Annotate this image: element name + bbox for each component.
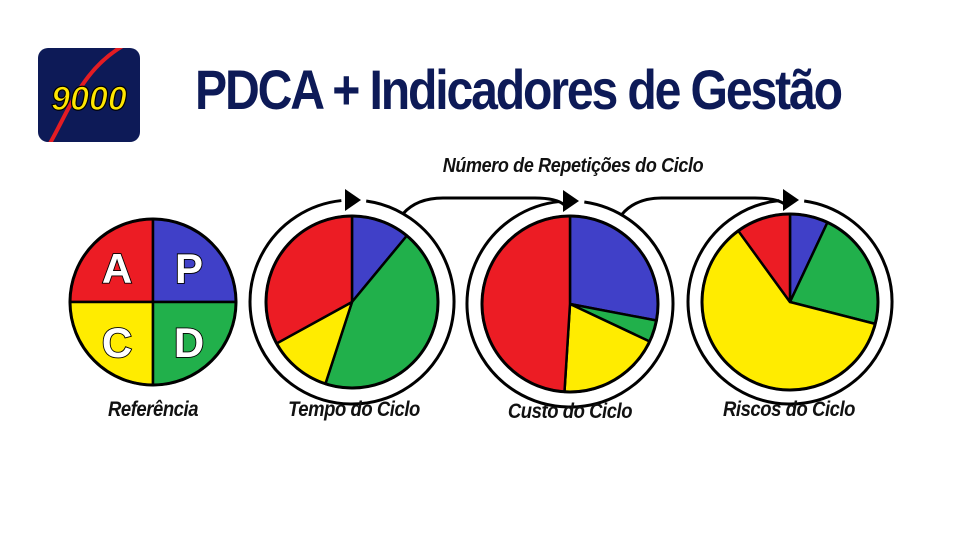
cycle-arrow-risk [783, 189, 799, 211]
cycle-connector-1 [401, 196, 566, 215]
logo-text: 9000 [51, 80, 127, 118]
cycle-ring-time [248, 199, 456, 406]
reference-letter-p: P [175, 245, 203, 292]
reference-caption: Referência [107, 398, 199, 421]
page-title: PDCA + Indicadores de Gestão [195, 58, 843, 121]
iso-9000-logo: 9000 [38, 48, 140, 142]
cycle-ring-cost [465, 200, 675, 409]
cycle-caption-risk: Riscos do Ciclo [722, 398, 856, 421]
cycle-cost-outline [480, 214, 660, 394]
cycle-cost-slice-a [480, 214, 572, 394]
cycle-connector-2 [620, 196, 786, 216]
cycle-caption-cost: Custo do Ciclo [507, 400, 633, 423]
cycle-arrow-cost [563, 190, 579, 212]
reference-letter-c: C [102, 319, 132, 366]
cycle-caption-time: Tempo do Ciclo [288, 398, 420, 421]
cycle-repetitions-label: Número de Repetições do Ciclo [442, 155, 704, 177]
cycle-time-outline [264, 214, 440, 390]
reference-outline [68, 217, 238, 387]
reference-letter-a: A [102, 245, 132, 292]
cycle-ring-risk [686, 199, 894, 406]
cycle-risk-outline [700, 212, 880, 392]
logo-swoosh [48, 48, 124, 142]
reference-letter-d: D [174, 319, 204, 366]
cycle-arrow-time [345, 189, 361, 211]
